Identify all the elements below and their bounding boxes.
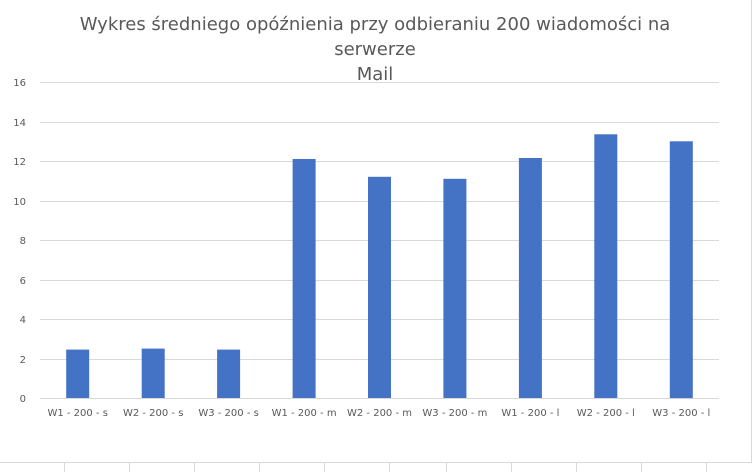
y-tick-label: 6 xyxy=(20,276,26,287)
y-tick-label: 4 xyxy=(20,315,26,326)
x-tick-label: W3 - 200 - m xyxy=(422,408,487,419)
x-tick-label: W2 - 200 - m xyxy=(347,408,412,419)
x-tick-label: W2 - 200 - l xyxy=(577,408,635,419)
chart-area xyxy=(0,0,752,463)
x-tick-label: W1 - 200 - s xyxy=(47,408,107,419)
bar xyxy=(368,176,391,398)
x-tick-label: W1 - 200 - m xyxy=(272,408,337,419)
bar xyxy=(141,348,165,398)
y-tick-label: 10 xyxy=(13,197,26,208)
y-tick-label: 12 xyxy=(13,157,26,168)
x-axis-tick-labels: W1 - 200 - s W2 - 200 - s W3 - 200 - s W1 -… xyxy=(47,408,710,419)
y-tick-label: 8 xyxy=(20,236,26,247)
sheet-gridline xyxy=(511,463,512,472)
bar xyxy=(66,349,90,398)
sheet-gridline xyxy=(641,463,642,472)
sheet-gridline xyxy=(324,463,325,472)
sheet-gridline xyxy=(576,463,577,472)
x-tick-label: W3 - 200 - l xyxy=(652,408,710,419)
chart-title-line-1: Wykres średniego opóźnienia przy odbiera… xyxy=(79,14,671,60)
sheet-gridline xyxy=(259,463,260,472)
bar xyxy=(217,349,241,398)
bar xyxy=(669,141,693,399)
sheet-gridline xyxy=(194,463,195,472)
y-tick-label: 2 xyxy=(20,355,26,366)
sheet-gridline xyxy=(389,463,390,472)
sheet-gridline xyxy=(64,463,65,472)
x-tick-label: W2 - 200 - s xyxy=(123,408,183,419)
chart-title: Wykres średniego opóźnienia przy odbiera… xyxy=(60,12,690,87)
bar xyxy=(443,178,467,398)
bar xyxy=(594,134,618,399)
y-axis-tick-labels: 0 2 4 6 8 10 12 14 16 xyxy=(13,78,26,405)
chart-title-line-2: Mail xyxy=(356,64,394,85)
y-tick-label: 14 xyxy=(13,118,26,129)
sheet-gridline xyxy=(706,463,707,472)
x-tick-label: W1 - 200 - l xyxy=(501,408,559,419)
bar xyxy=(518,158,542,398)
x-tick-label: W3 - 200 - s xyxy=(198,408,258,419)
bars xyxy=(66,134,693,399)
sheet-gridlines xyxy=(0,463,753,472)
sheet-gridline xyxy=(446,463,447,472)
y-tick-label: 0 xyxy=(20,394,26,405)
y-tick-label: 16 xyxy=(13,78,26,89)
bar xyxy=(292,159,316,398)
sheet-gridline xyxy=(129,463,130,472)
